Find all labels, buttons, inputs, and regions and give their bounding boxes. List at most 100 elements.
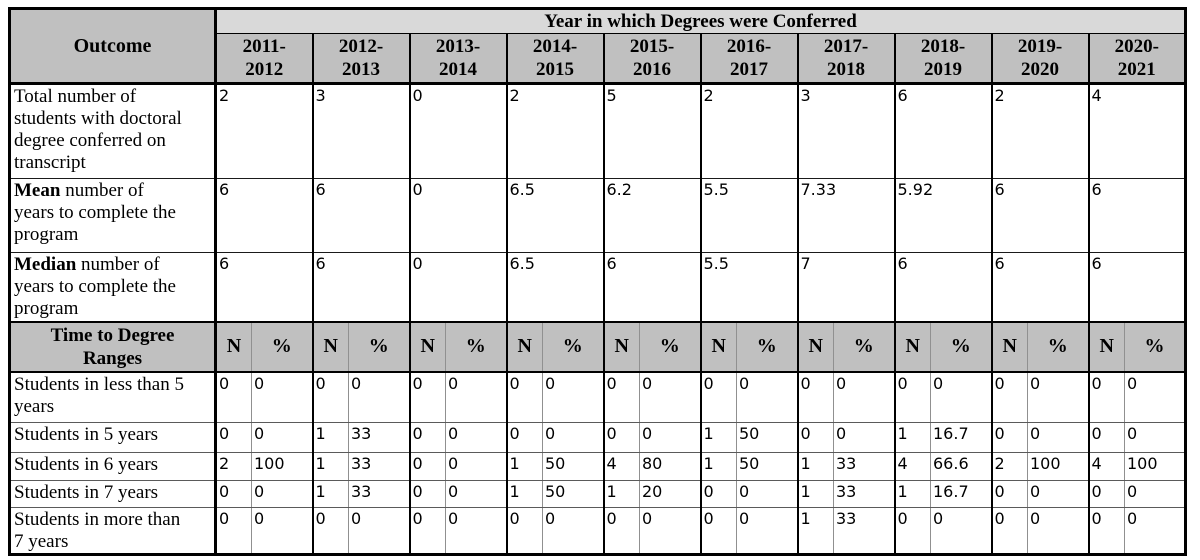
percent-value-cell: 66.6 <box>930 452 992 481</box>
outcome-value-cell: 5.5 <box>699 178 798 253</box>
percent-value-cell: 0 <box>736 507 798 555</box>
n-value-cell: 4 <box>1087 452 1125 481</box>
n-value-cell: 0 <box>505 422 543 453</box>
n-column-header: N <box>311 321 349 373</box>
n-column-header: N <box>505 321 543 373</box>
outcome-value-cell: 4 <box>1087 83 1186 179</box>
percent-column-header: % <box>736 321 798 373</box>
n-value-cell: 0 <box>505 371 543 423</box>
percent-value-cell: 33 <box>833 452 895 481</box>
n-value-cell: 1 <box>796 507 834 555</box>
percent-value-cell: 0 <box>542 422 604 453</box>
outcome-value-cell: 2 <box>214 83 313 179</box>
range-row-label: Students in less than 5 years <box>9 371 217 423</box>
n-column-header: N <box>796 321 834 373</box>
outcome-value-cell: 0 <box>408 83 507 179</box>
n-value-cell: 0 <box>408 480 446 508</box>
range-row: Students in 7 years 0 0 1 33 0 0 1 50 1 20 0 0 1 33 1 16… <box>9 480 1186 508</box>
outcome-value-cell: 6.2 <box>602 178 701 253</box>
outcome-value-cell: 6.5 <box>505 178 604 253</box>
percent-value-cell: 0 <box>251 507 313 555</box>
n-value-cell: 0 <box>990 507 1028 555</box>
outcome-value-cell: 2 <box>990 83 1089 179</box>
percent-value-cell: 16.7 <box>930 422 992 453</box>
n-value-cell: 1 <box>311 452 349 481</box>
outcome-value-cell: 6 <box>602 252 701 323</box>
n-value-cell: 4 <box>602 452 640 481</box>
percent-value-cell: 0 <box>445 422 507 453</box>
band-header-row: Outcome Year in which Degrees were Confe… <box>9 8 1186 85</box>
degree-completion-table: Outcome Year in which Degrees were Confe… <box>8 7 1187 556</box>
percent-value-cell: 0 <box>639 507 701 555</box>
label-bold-prefix: Mean <box>14 180 61 201</box>
percent-value-cell: 0 <box>445 452 507 481</box>
percent-value-cell: 0 <box>1027 422 1089 453</box>
year-header: 2013- 2014 <box>408 33 507 85</box>
year-header: 2017- 2018 <box>796 33 895 85</box>
range-row: Students in less than 5 years 0 0 0 0 0 0 0 0 0 0 0… <box>9 371 1186 423</box>
percent-value-cell: 0 <box>736 371 798 423</box>
n-value-cell: 1 <box>311 480 349 508</box>
outcome-value-cell: 3 <box>311 83 410 179</box>
percent-value-cell: 0 <box>833 371 895 423</box>
n-value-cell: 0 <box>214 507 252 555</box>
n-value-cell: 0 <box>796 371 834 423</box>
outcome-row: Median number of years to complete the p… <box>9 252 1186 323</box>
n-value-cell: 0 <box>1087 422 1125 453</box>
percent-value-cell: 50 <box>736 452 798 481</box>
percent-value-cell: 0 <box>1027 480 1089 508</box>
year-header: 2014- 2015 <box>505 33 604 85</box>
n-value-cell: 1 <box>893 480 931 508</box>
outcome-value-cell: 2 <box>505 83 604 179</box>
range-row: Students in 6 years 2 100 1 33 0 0 1 50 4 80 1 50 1 33… <box>9 452 1186 481</box>
year-header: 2016- 2017 <box>699 33 798 85</box>
n-value-cell: 0 <box>602 507 640 555</box>
percent-value-cell: 0 <box>930 371 992 423</box>
n-value-cell: 0 <box>990 480 1028 508</box>
outcome-value-cell: 3 <box>796 83 895 179</box>
percent-column-header: % <box>445 321 507 373</box>
outcome-value-cell: 6 <box>1087 252 1186 323</box>
year-header: 2012- 2013 <box>311 33 410 85</box>
outcome-value-cell: 0 <box>408 178 507 253</box>
range-row: Students in more than 7 years 0 0 0 0 0 0 0 0 0 0 0… <box>9 507 1186 555</box>
outcome-value-cell: 0 <box>408 252 507 323</box>
n-value-cell: 0 <box>699 480 737 508</box>
outcome-value-cell: 6 <box>893 83 992 179</box>
ranges-header-row: Time to Degree Ranges N% N% N% N% N% N% N% N% N% N… <box>9 321 1186 373</box>
n-value-cell: 1 <box>505 452 543 481</box>
percent-value-cell: 0 <box>348 371 410 423</box>
percent-value-cell: 0 <box>251 422 313 453</box>
n-value-cell: 0 <box>990 371 1028 423</box>
range-row-label: Students in 7 years <box>9 480 217 508</box>
percent-value-cell: 0 <box>1124 480 1186 508</box>
n-value-cell: 0 <box>1087 371 1125 423</box>
n-value-cell: 0 <box>408 507 446 555</box>
outcome-header-cell: Outcome <box>9 8 217 85</box>
percent-value-cell: 20 <box>639 480 701 508</box>
n-value-cell: 0 <box>796 422 834 453</box>
year-header: 2020- 2021 <box>1087 33 1186 85</box>
outcome-row: Total number of students with doctoral d… <box>9 83 1186 179</box>
n-value-cell: 0 <box>408 452 446 481</box>
percent-column-header: % <box>1124 321 1186 373</box>
n-value-cell: 0 <box>602 422 640 453</box>
percent-value-cell: 0 <box>639 422 701 453</box>
outcome-row-label: Total number of students with doctoral d… <box>9 83 217 179</box>
outcome-value-cell: 6 <box>311 252 410 323</box>
percent-value-cell: 80 <box>639 452 701 481</box>
outcome-value-cell: 6 <box>214 252 313 323</box>
n-value-cell: 4 <box>893 452 931 481</box>
percent-value-cell: 0 <box>542 507 604 555</box>
outcome-value-cell: 5.5 <box>699 252 798 323</box>
n-value-cell: 1 <box>796 452 834 481</box>
outcome-value-cell: 2 <box>699 83 798 179</box>
n-value-cell: 0 <box>990 422 1028 453</box>
n-value-cell: 1 <box>699 452 737 481</box>
n-value-cell: 0 <box>408 422 446 453</box>
outcome-value-cell: 6 <box>990 178 1089 253</box>
n-value-cell: 0 <box>1087 507 1125 555</box>
n-value-cell: 1 <box>602 480 640 508</box>
percent-column-header: % <box>833 321 895 373</box>
year-band-header: Year in which Degrees were Conferred <box>215 8 1186 34</box>
